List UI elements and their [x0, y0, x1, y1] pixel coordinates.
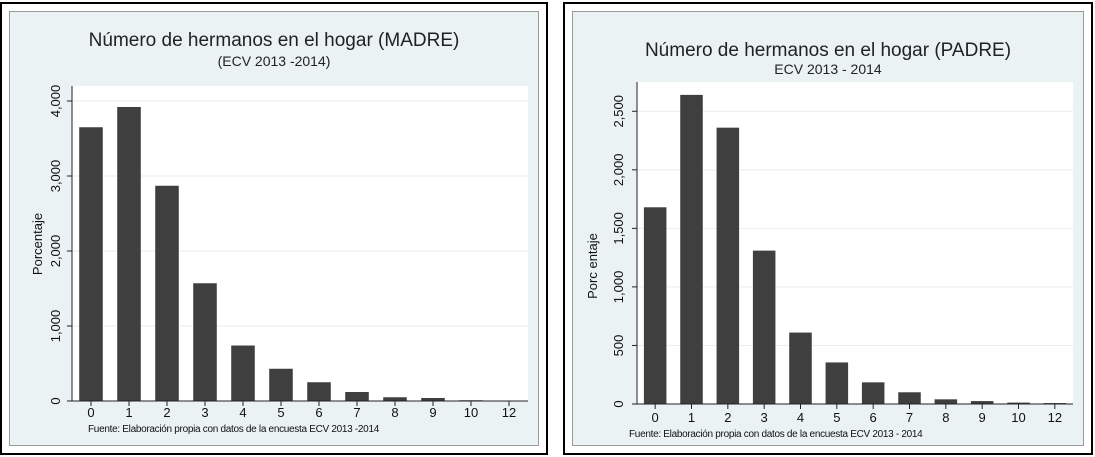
- x-tick-label: 8: [391, 405, 398, 420]
- y-tick-label: 0: [48, 397, 63, 404]
- x-tick-label: 2: [163, 405, 170, 420]
- x-tick-label: 1: [125, 405, 132, 420]
- bar-6: [861, 382, 885, 404]
- y-tick-label: 2,500: [611, 95, 626, 128]
- x-tick-label: 0: [87, 405, 94, 420]
- x-tick-label: 6: [315, 405, 322, 420]
- chart-subtitle: (ECV 2013 -2014): [218, 53, 331, 69]
- bar-8: [383, 397, 407, 401]
- bar-7: [345, 392, 369, 401]
- bar-1: [117, 107, 141, 401]
- x-tick-label: 10: [464, 405, 478, 420]
- bar-2: [716, 127, 740, 404]
- bar-9: [970, 401, 994, 404]
- x-tick-label: 6: [870, 410, 877, 425]
- source-note: Fuente: Elaboración propia con datos de …: [88, 424, 380, 435]
- bar-9: [421, 398, 445, 401]
- bar-0: [79, 127, 103, 401]
- chart-subtitle: ECV 2013 - 2014: [774, 61, 882, 77]
- x-tick-label: 2: [724, 410, 731, 425]
- bar-1: [680, 94, 703, 404]
- x-tick-label: 9: [979, 410, 986, 425]
- x-tick-label: 7: [353, 405, 360, 420]
- y-tick-label: 2,000: [48, 235, 63, 268]
- chart-panel-padre: 0 500 1,000 1,500 2,000 2,500 0 1 2 3 4 5 6 7 8 9 10 12 Nú…: [563, 2, 1093, 455]
- y-tick-label: 4,000: [48, 85, 63, 118]
- y-axis-label: Porc entaje: [585, 233, 600, 299]
- bar-0: [643, 207, 667, 404]
- plot-area: [72, 86, 528, 401]
- bar-10: [1007, 402, 1030, 404]
- bar-7: [898, 392, 921, 404]
- y-tick-label: 2,000: [611, 154, 626, 187]
- y-tick-label: 1,000: [611, 271, 626, 304]
- chart-panel-madre: 0 1,000 2,000 3,000 4,000 0 1 2 3 4 5 6 7 8 9 10 12 Númer…: [0, 2, 548, 455]
- y-tick-label: 3,000: [48, 160, 63, 193]
- x-tick-label: 0: [652, 410, 659, 425]
- x-tick-label: 10: [1011, 410, 1025, 425]
- y-tick-label: 1,500: [611, 212, 626, 245]
- bar-5: [269, 368, 293, 401]
- chart-title: Número de hermanos en el hogar (PADRE): [645, 40, 1011, 61]
- x-tick-label: 8: [942, 410, 949, 425]
- x-tick-label: 1: [688, 410, 695, 425]
- chart-title: Número de hermanos en el hogar (MADRE): [89, 30, 460, 51]
- bar-4: [789, 332, 812, 404]
- bar-6: [307, 382, 331, 401]
- bar-8: [934, 399, 958, 404]
- bar-3: [752, 250, 776, 404]
- plot-area: [637, 82, 1073, 404]
- x-tick-label: 7: [906, 410, 913, 425]
- x-tick-label: 4: [239, 405, 246, 420]
- x-tick-label: 5: [277, 405, 284, 420]
- x-tick-label: 9: [429, 405, 436, 420]
- bar-5: [825, 362, 849, 404]
- x-tick-label: 4: [797, 410, 804, 425]
- bar-4: [231, 345, 255, 401]
- y-tick-label: 500: [611, 335, 626, 357]
- y-tick-label: 1,000: [48, 310, 63, 343]
- y-axis-label: Porcentaje: [30, 213, 45, 275]
- x-tick-label: 12: [502, 405, 516, 420]
- x-tick-label: 12: [1048, 410, 1062, 425]
- x-tick-label: 3: [761, 410, 768, 425]
- bar-3: [193, 283, 217, 401]
- bar-2: [155, 185, 179, 401]
- y-tick-label: 0: [611, 400, 626, 407]
- source-note: Fuente: Elaboración propia con datos de …: [629, 429, 923, 440]
- x-tick-label: 3: [201, 405, 208, 420]
- x-tick-label: 5: [833, 410, 840, 425]
